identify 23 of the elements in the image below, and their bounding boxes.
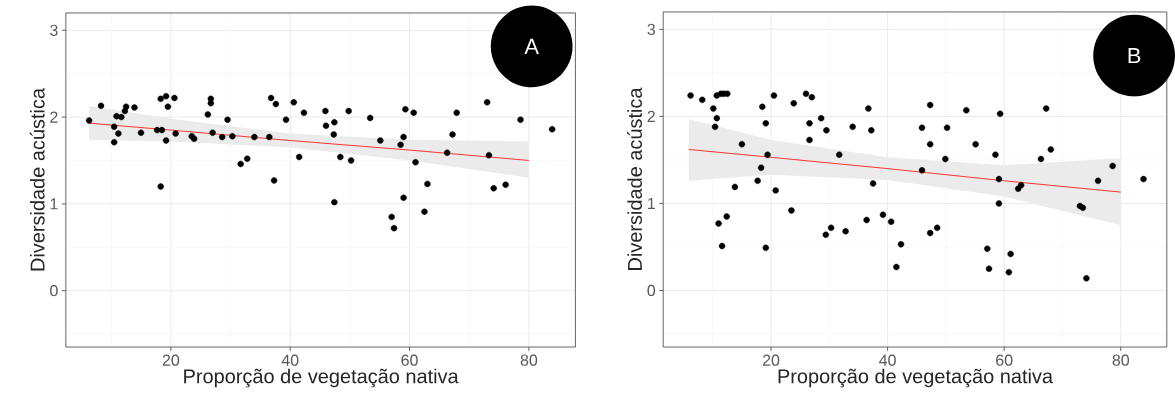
x-tick-label: 60 (401, 354, 418, 366)
y-tick-label: 0 (50, 285, 58, 297)
x-tick-label: 40 (281, 354, 299, 366)
y-axis-title: Diversidade acústica (29, 88, 45, 271)
y-axis-title: Diversidade acústica (627, 87, 643, 270)
x-axis-title: Proporção de vegetação nativa (778, 368, 1054, 388)
y-tick-label: 0 (647, 284, 656, 297)
x-axis-title: Proporção de vegetação nativa (184, 368, 459, 388)
annotation: B (1128, 48, 1141, 64)
x-tick-label: 80 (1112, 354, 1130, 366)
x-tick-label: 20 (162, 354, 180, 366)
x-tick-label: 40 (879, 354, 896, 366)
x-tick-label: 60 (996, 354, 1013, 366)
line-series (688, 149, 1122, 193)
x-tick-label: 80 (520, 354, 538, 366)
annotation: A (524, 38, 539, 54)
y-tick-label: 1 (50, 198, 58, 210)
y-tick-label: 1 (648, 198, 655, 209)
x-tick-label: 20 (762, 354, 780, 366)
y-tick-label: 2 (647, 110, 655, 123)
y-tick-label: 2 (50, 111, 58, 123)
y-tick-label: 3 (647, 23, 656, 36)
y-tick-label: 3 (50, 24, 58, 37)
